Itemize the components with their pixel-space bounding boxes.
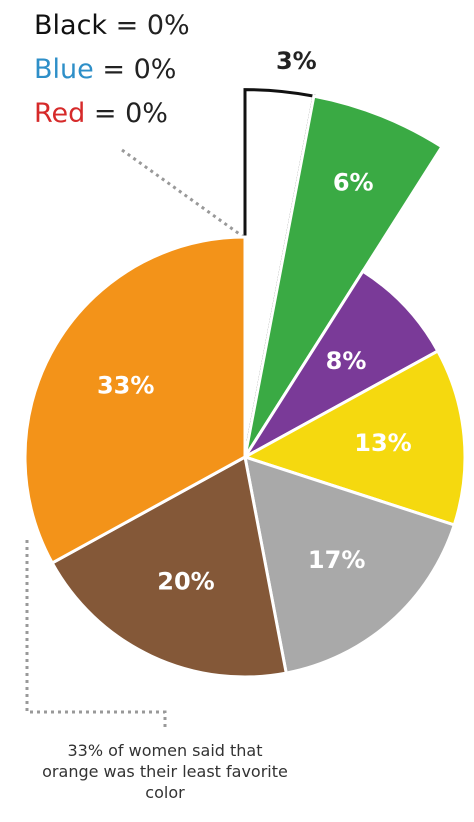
legend-name: Blue [34,54,94,85]
slice [50,454,288,679]
slice-label: 3% [276,47,317,75]
slice-label: 33% [97,371,154,399]
slice [243,94,444,458]
legend-name: Black [34,10,108,41]
slice [23,235,247,566]
separator: = [93,98,117,129]
annotation: 33% of women said that orange was their … [42,741,288,802]
legend-value: 0% [133,54,177,85]
slice [241,348,467,527]
legend-entry: Red = 0% [34,98,168,129]
legend-entry: Black = 0% [34,10,190,41]
slice-label: 8% [326,347,367,375]
slice [243,269,440,459]
connector [25,540,167,730]
slice-label: 6% [333,169,374,197]
legend-entry: Blue = 0% [34,54,176,85]
separator: = [102,54,125,85]
slice [243,454,457,675]
legend-value: 0% [146,10,190,41]
slice-label: 13% [354,429,411,457]
separator: = [115,10,139,41]
connector [121,148,246,240]
legend-name: Red [34,98,86,129]
slice-label: 17% [308,546,365,574]
legend-value: 0% [125,98,168,129]
slice-label: 20% [157,567,214,595]
